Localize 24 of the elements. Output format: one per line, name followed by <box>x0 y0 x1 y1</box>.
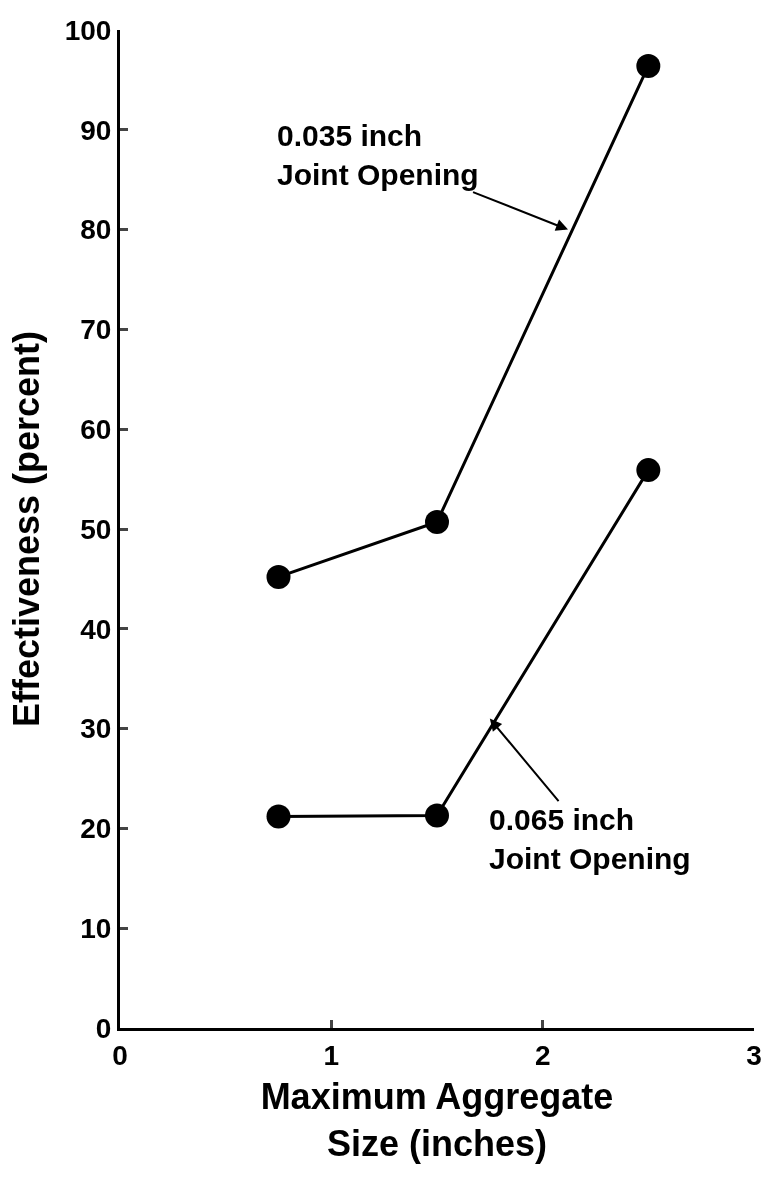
point <box>425 510 449 534</box>
y-tick-label: 30 <box>80 713 112 745</box>
y-tick-label: 50 <box>80 513 112 545</box>
y-tick-label: 100 <box>64 14 112 46</box>
y-tick-label: 10 <box>80 913 112 944</box>
point <box>266 564 291 589</box>
point <box>636 458 661 483</box>
y-tick-label: 60 <box>80 414 112 445</box>
x-tick-label: 1 <box>323 1039 340 1071</box>
y-tick-label: 80 <box>80 214 112 246</box>
x-tick-label: 2 <box>534 1039 551 1071</box>
annotation: 0.065 inch Joint Opening <box>489 803 691 875</box>
point <box>636 53 661 78</box>
y-axis-title: Effectiveness (percent) <box>5 330 47 728</box>
y-tick-label: 70 <box>80 314 112 346</box>
y-tick-label: 90 <box>80 114 112 146</box>
point <box>266 804 291 829</box>
point <box>425 803 449 828</box>
x-axis-title: Maximum Aggregate Size (inches) <box>260 1076 614 1165</box>
annotation: 0.035 inch Joint Opening <box>277 119 479 191</box>
x-tick-label: 3 <box>746 1039 762 1071</box>
y-tick-label: 40 <box>80 613 112 645</box>
y-tick-label: 20 <box>80 813 112 845</box>
y-tick-label: 0 <box>95 1012 112 1044</box>
